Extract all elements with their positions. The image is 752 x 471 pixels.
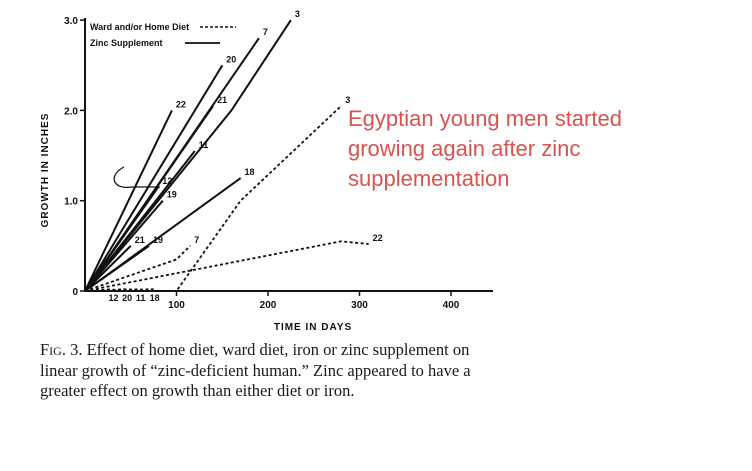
series-label-solid-18: 18: [245, 167, 255, 177]
label-12-bracket: [113, 166, 160, 188]
series-label-solid-22: 22: [176, 99, 186, 109]
series-line-solid-3: [84, 19, 292, 292]
x-tick-label: 200: [260, 300, 277, 311]
series-label-dashed-22: 22: [373, 233, 383, 243]
series-line-solid-20: [84, 64, 224, 292]
y-tick-label: 3.0: [64, 16, 78, 27]
series-line-dashed-22: [84, 240, 369, 292]
series-line-solid-21: [84, 245, 132, 292]
series-label-solid-20: 20: [226, 54, 236, 64]
legend-entry-dashed-label: Ward and/or Home Diet: [90, 22, 189, 32]
y-tick-label: 2.0: [64, 106, 78, 117]
series-label-solid-7: 7: [263, 27, 268, 37]
caption-fig-label: Fig. 3.: [40, 340, 83, 359]
series-label-dashed-20: 20: [122, 293, 132, 303]
series-label-dashed-7: 7: [194, 235, 199, 245]
series-label-solid-12: 12: [162, 176, 172, 186]
series-label-solid-21: 21: [135, 235, 145, 245]
x-tick-label: 100: [168, 300, 185, 311]
chart-ticks: 100 200 300 400 0 1.0 2.0 3.0: [64, 16, 460, 311]
series-label-solid-21: 21: [217, 95, 227, 105]
series-line-solid-11: [84, 150, 196, 292]
series-line-solid-19: [84, 244, 150, 292]
series-label-dashed-18: 18: [150, 293, 160, 303]
caption-text: Effect of home diet, ward diet, iron or …: [40, 340, 471, 400]
legend-entry-solid-label: Zinc Supplement: [90, 38, 163, 48]
series-line-solid-22: [84, 109, 173, 292]
series-label-solid-19: 19: [167, 190, 177, 200]
x-tick-label: 400: [443, 300, 460, 311]
series-line-solid-12: [84, 186, 160, 292]
y-tick-label: 0: [72, 287, 78, 298]
annotation-text: Egyptian young men started growing again…: [348, 106, 622, 191]
y-tick-label: 1.0: [64, 197, 78, 208]
series-label-dashed-11: 11: [136, 293, 146, 303]
y-axis-title: GROWTH IN INCHES: [40, 113, 51, 228]
x-tick-label: 300: [351, 300, 368, 311]
series-label-dashed-3: 3: [345, 95, 350, 105]
series-line-dashed-3: [85, 105, 342, 292]
chart-series-labels: 3 7 20 22 21 11 12 19 18 21 19 3 7 22 12 20 11 18: [108, 9, 382, 303]
series-label-solid-19: 19: [153, 235, 163, 245]
series-line-solid-19: [84, 200, 164, 292]
legend: Ward and/or Home Diet Zinc Supplement: [90, 22, 236, 48]
series-line-dashed-18: [84, 288, 154, 292]
series-label-dashed-12: 12: [108, 293, 118, 303]
chart-series: [84, 19, 369, 292]
figure-caption: Fig. 3. Effect of home diet, ward diet, …: [40, 340, 510, 402]
series-label-solid-11: 11: [199, 140, 209, 150]
x-axis-title: TIME IN DAYS: [274, 322, 352, 333]
series-label-solid-3: 3: [295, 9, 300, 19]
